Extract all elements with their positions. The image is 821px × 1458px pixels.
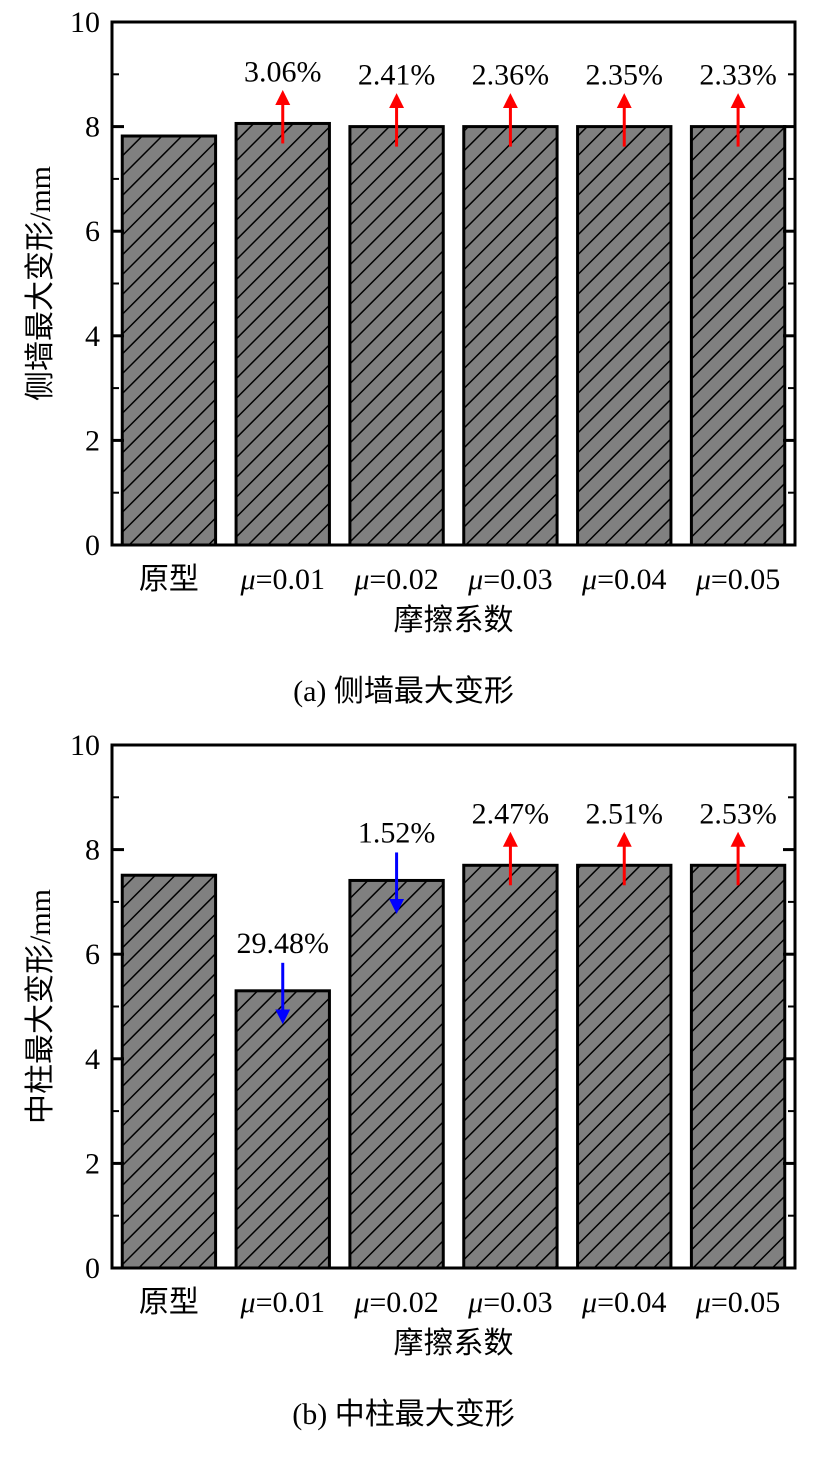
x-tick-label: μ=0.03	[467, 1286, 552, 1319]
x-tick-label: μ=0.02	[353, 563, 438, 596]
y-tick-label: 0	[85, 1252, 100, 1285]
mu-symbol: μ	[695, 563, 711, 596]
y-tick-label: 2	[85, 424, 100, 457]
x-tick-label: μ=0.04	[581, 1286, 666, 1319]
x-tick-label: 原型	[139, 1286, 199, 1319]
category-label: =0.01	[256, 1286, 325, 1319]
category-label: 原型	[139, 1286, 199, 1319]
x-tick-label: μ=0.03	[467, 563, 552, 596]
bar	[120, 873, 218, 1270]
category-label: =0.03	[483, 563, 552, 596]
bar	[576, 125, 673, 547]
bar	[234, 121, 331, 547]
chart-a: 原型 μ=0.013.06%μ=0.022.41%μ=0.032.36%μ=0.0…	[24, 6, 797, 708]
x-tick-label: μ=0.01	[240, 1286, 325, 1319]
y-tick-label: 4	[85, 320, 100, 353]
y-tick-label: 10	[70, 6, 100, 39]
bar	[120, 134, 218, 547]
x-tick-label: μ=0.05	[695, 563, 780, 596]
y-tick-label: 2	[85, 1147, 100, 1180]
percent-label: 2.41%	[358, 59, 436, 92]
figure-caption: (b) 中柱最大变形	[292, 1398, 514, 1431]
y-tick-label: 4	[85, 1043, 100, 1076]
y-tick-label: 8	[85, 834, 100, 867]
mu-symbol: μ	[695, 1286, 711, 1319]
figure-caption: (a) 侧墙最大变形	[293, 675, 514, 708]
x-axis-title: 摩擦系数	[394, 1327, 514, 1360]
percent-label: 2.33%	[699, 59, 777, 92]
mu-symbol: μ	[581, 563, 597, 596]
category-label: =0.05	[711, 563, 780, 596]
bar	[462, 125, 559, 547]
mu-symbol: μ	[353, 1286, 369, 1319]
y-tick-label: 6	[85, 938, 100, 971]
x-tick-label: μ=0.05	[695, 1286, 780, 1319]
y-axis-title: 中柱最大变形/mm	[24, 889, 57, 1124]
category-label: =0.04	[597, 1286, 666, 1319]
y-tick-label: 10	[70, 729, 100, 762]
category-label: =0.02	[369, 1286, 438, 1319]
y-tick-label: 0	[85, 529, 100, 562]
mu-symbol: μ	[353, 563, 369, 596]
chart-b: 原型 μ=0.0129.48%μ=0.021.52%μ=0.032.47%μ=0.…	[24, 729, 797, 1431]
x-axis-title: 摩擦系数	[394, 604, 514, 637]
category-label: =0.04	[597, 563, 666, 596]
bar	[348, 878, 445, 1270]
percent-label: 2.53%	[699, 797, 777, 830]
category-label: 原型	[139, 563, 199, 596]
bar	[348, 125, 445, 547]
mu-symbol: μ	[467, 1286, 483, 1319]
bar	[462, 863, 559, 1270]
x-tick-label: 原型	[139, 563, 199, 596]
percent-label: 29.48%	[237, 927, 330, 960]
category-label: =0.01	[256, 563, 325, 596]
category-label: =0.02	[369, 563, 438, 596]
x-tick-label: μ=0.01	[240, 563, 325, 596]
category-label: =0.05	[711, 1286, 780, 1319]
mu-symbol: μ	[581, 1286, 597, 1319]
bar	[689, 863, 787, 1270]
percent-label: 2.47%	[472, 797, 550, 830]
bar	[234, 989, 331, 1270]
x-tick-label: μ=0.04	[581, 563, 666, 596]
category-label: =0.03	[483, 1286, 552, 1319]
percent-label: 2.36%	[472, 59, 550, 92]
percent-label: 2.35%	[586, 59, 664, 92]
y-tick-label: 8	[85, 111, 100, 144]
y-tick-label: 6	[85, 215, 100, 248]
mu-symbol: μ	[240, 1286, 256, 1319]
percent-label: 1.52%	[358, 816, 436, 849]
mu-symbol: μ	[467, 563, 483, 596]
x-tick-label: μ=0.02	[353, 1286, 438, 1319]
bar	[689, 125, 787, 547]
percent-label: 2.51%	[586, 797, 664, 830]
percent-label: 3.06%	[244, 55, 322, 88]
bar	[576, 863, 673, 1270]
mu-symbol: μ	[240, 563, 256, 596]
y-axis-title: 侧墙最大变形/mm	[24, 166, 57, 401]
